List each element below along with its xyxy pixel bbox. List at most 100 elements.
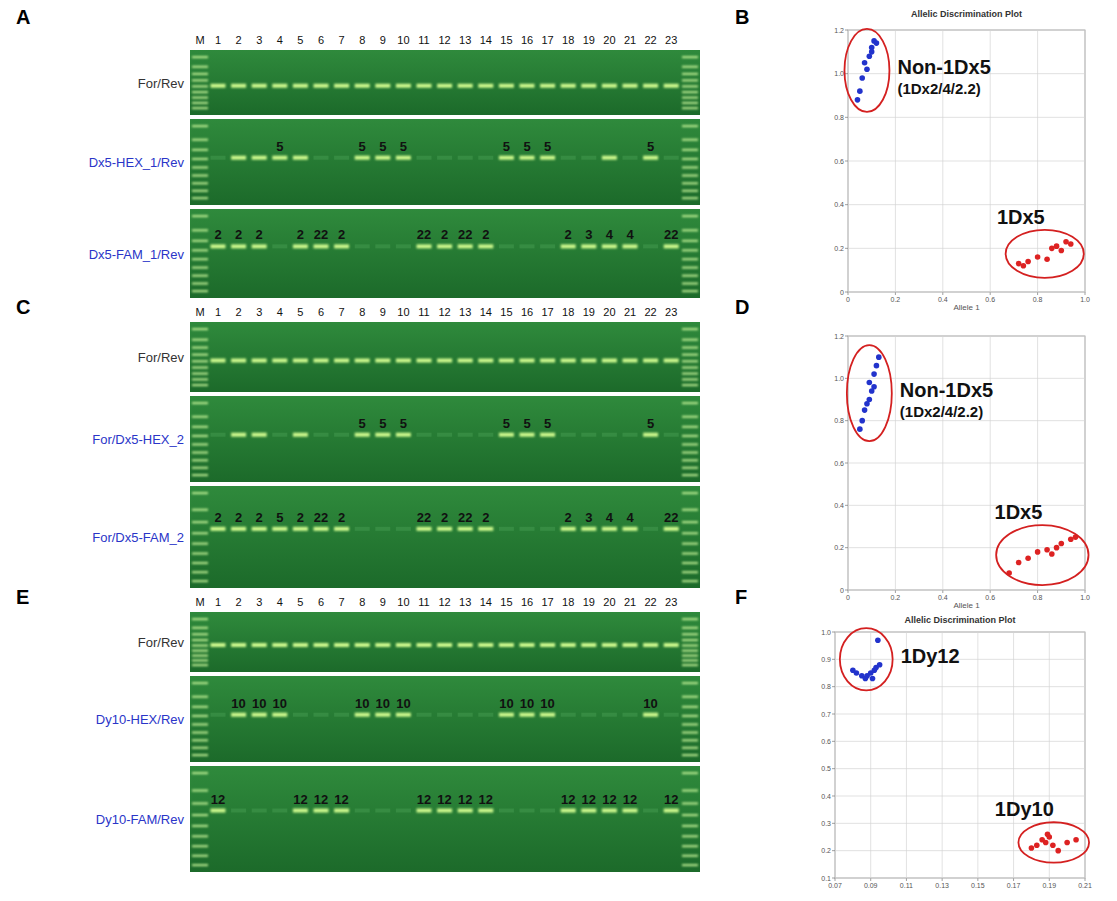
lane-label: 9 <box>380 596 386 608</box>
lane-label: 19 <box>583 34 595 46</box>
ladder-band <box>682 56 698 58</box>
lane-label: 5 <box>297 34 303 46</box>
ladder-band <box>192 266 208 268</box>
band <box>396 359 411 363</box>
ladder-band <box>682 215 698 217</box>
tick-label: 0.5 <box>821 765 831 772</box>
point <box>1073 837 1079 843</box>
band <box>499 84 514 88</box>
cluster-ring <box>1018 822 1089 862</box>
band <box>581 359 596 363</box>
primer-label: Dy10-HEX/Rev <box>96 712 185 727</box>
cluster-label: Non-1Dx5 <box>900 379 993 401</box>
tick-label: 0.6 <box>834 158 844 165</box>
lane-label: 17 <box>541 596 553 608</box>
band <box>334 84 349 88</box>
band-absent <box>375 244 390 248</box>
band <box>417 809 432 813</box>
grid-line <box>835 741 1085 742</box>
grid-line <box>1013 632 1014 878</box>
allele-label: 2 <box>338 227 345 242</box>
tick-mark <box>845 248 848 249</box>
tick-mark <box>845 204 848 205</box>
ladder-band <box>682 789 698 791</box>
lane-label: 7 <box>339 306 345 318</box>
tick-label: 1.2 <box>834 27 844 34</box>
ladder-band <box>682 339 698 341</box>
band-absent <box>396 244 411 248</box>
band <box>293 84 308 88</box>
band <box>211 244 226 248</box>
ladder-band <box>192 402 208 404</box>
grid-line <box>835 632 836 878</box>
band <box>561 527 576 531</box>
lane-label: 13 <box>459 306 471 318</box>
point <box>871 371 877 377</box>
lane-label: M <box>195 34 204 46</box>
ladder-band <box>192 451 208 453</box>
tick-label: 0.6 <box>985 296 995 303</box>
lane-label: 11 <box>418 34 429 46</box>
ladder-band <box>192 474 208 476</box>
allele-label: 5 <box>400 416 407 431</box>
tick-mark <box>835 878 836 881</box>
band <box>478 244 493 248</box>
tick-label: 0 <box>840 289 844 296</box>
ladder-band <box>192 197 208 199</box>
grid-line <box>848 161 1085 162</box>
ladder-band <box>192 97 208 99</box>
band-absent <box>211 713 226 717</box>
band <box>623 84 638 88</box>
grid-line <box>835 659 1085 660</box>
ladder-band <box>192 747 208 749</box>
lane-label: 10 <box>397 306 409 318</box>
lane-label: 10 <box>397 34 409 46</box>
band-absent <box>478 433 493 437</box>
ladder-band <box>682 772 698 774</box>
ladder-band <box>192 79 208 81</box>
band <box>478 359 493 363</box>
band <box>458 244 473 248</box>
gel-panel: AM1234567891011121314151617181920212223F… <box>16 6 700 298</box>
ladder-band <box>192 190 208 192</box>
lane-label: 8 <box>359 306 365 318</box>
band-absent <box>375 809 390 813</box>
point <box>867 397 873 403</box>
band <box>540 359 555 363</box>
ladder-band <box>682 166 698 168</box>
tick-mark <box>832 741 835 742</box>
band <box>355 84 370 88</box>
allele-label: 5 <box>379 139 386 154</box>
ladder-band <box>682 416 698 418</box>
band <box>520 643 535 647</box>
allele-label: 22 <box>664 510 678 525</box>
band <box>355 433 370 437</box>
band-absent <box>643 244 658 248</box>
lane-label: 18 <box>562 306 574 318</box>
ladder-band <box>682 240 698 242</box>
lane-label: 23 <box>665 306 677 318</box>
ladder-band <box>682 372 698 374</box>
band <box>355 713 370 717</box>
lane-label: 17 <box>541 34 553 46</box>
band <box>231 433 246 437</box>
allele-label: 5 <box>276 139 283 154</box>
allele-label: 2 <box>235 227 242 242</box>
allele-label: 2 <box>441 510 448 525</box>
band <box>540 156 555 160</box>
allele-label: 5 <box>523 416 530 431</box>
band-absent <box>272 433 287 437</box>
lane-label: 5 <box>297 596 303 608</box>
lane-label: 15 <box>500 34 512 46</box>
band <box>231 359 246 363</box>
ladder-band <box>682 182 698 184</box>
lane-label: 19 <box>583 596 595 608</box>
point <box>870 676 876 682</box>
ladder-band <box>192 107 208 109</box>
lane-label: 11 <box>418 306 429 318</box>
band-absent <box>561 433 576 437</box>
lane-label: 21 <box>624 596 636 608</box>
lane-label: 23 <box>665 34 677 46</box>
allele-label: 10 <box>355 696 369 711</box>
band <box>314 359 329 363</box>
